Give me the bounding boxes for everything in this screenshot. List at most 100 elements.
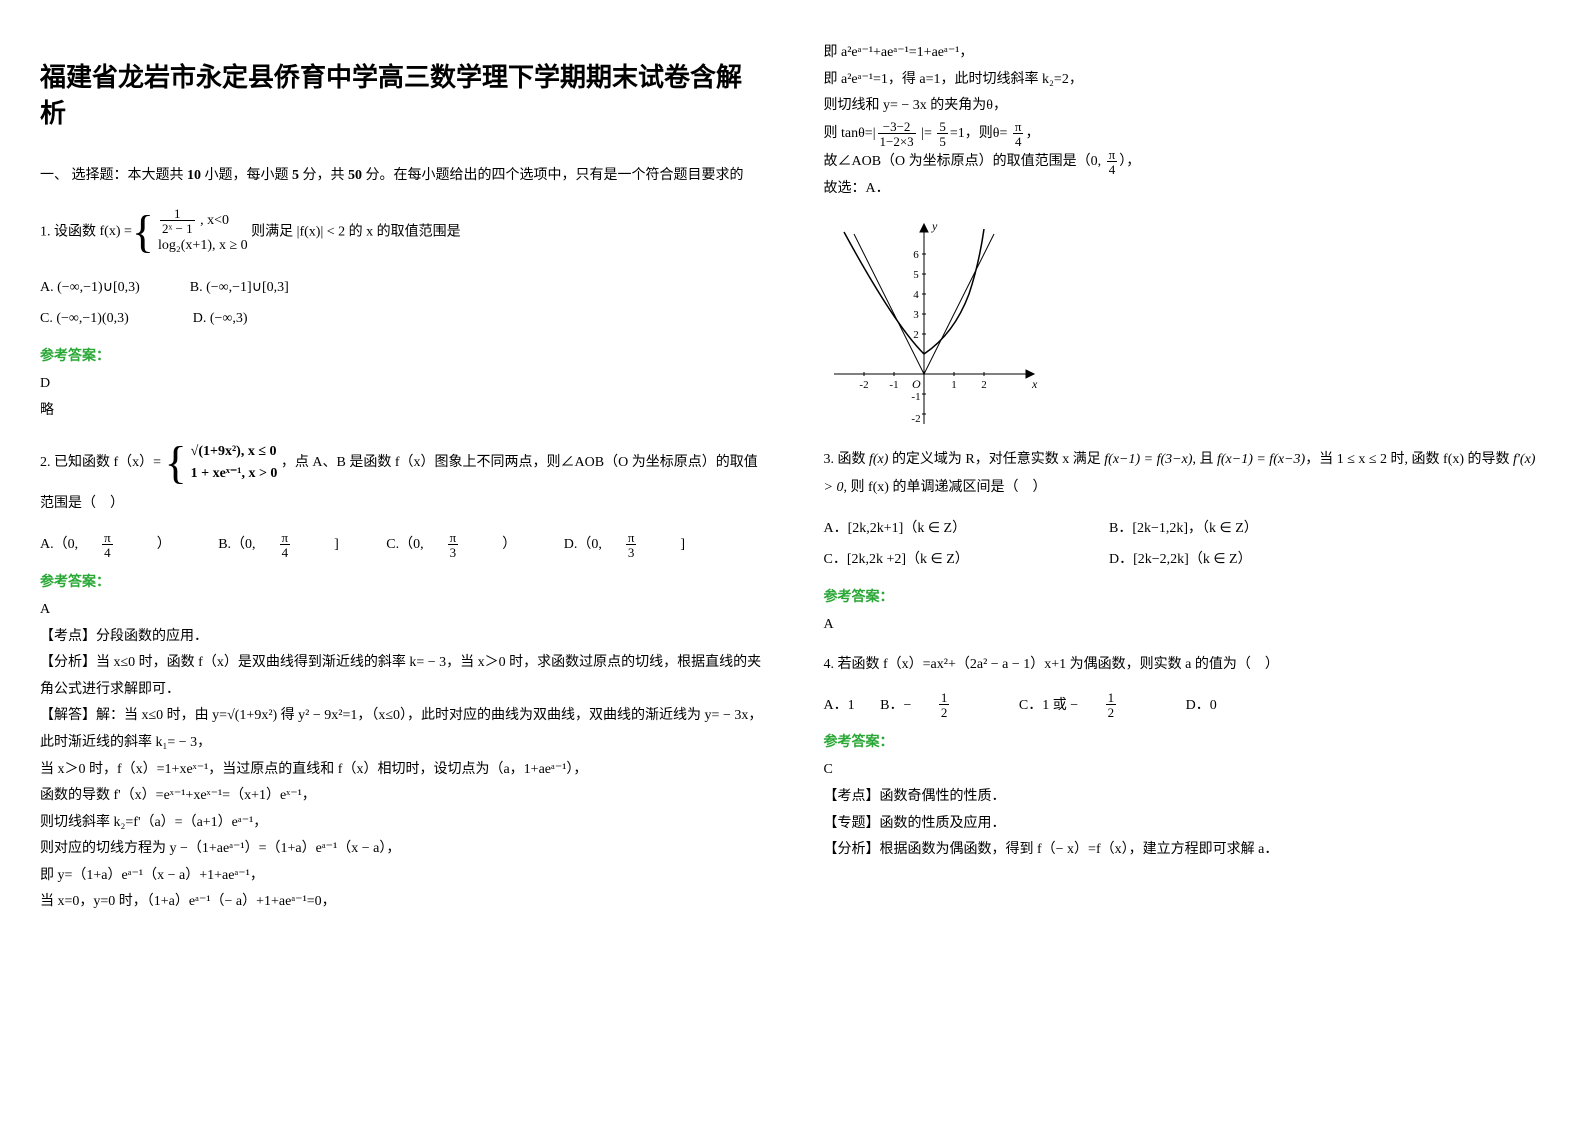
q3-options: A．[2k,2k+1]（k ∈ Z） B．[2k−1,2k]，（k ∈ Z） C… (824, 514, 1548, 576)
q1-piecewise: f(x) = { 1 2ˣ − 1 , x<0 log₂(x+1), x ≥ 0 (100, 207, 248, 257)
section-1-heading: 一、 选择题：本大题共 10 小题，每小题 5 分，共 50 分。在每小题给出的… (40, 163, 764, 188)
q3-eq2: f(x−1) = f(x−3) (1217, 452, 1305, 467)
q3-answer-label: 参考答案： (824, 586, 1548, 606)
q1-opt-b: B. (−∞,−1]∪[0,3] (190, 280, 289, 295)
q2-opt-c: C.（0,π3） (386, 537, 541, 552)
q3-opt-c: C．[2k,2k +2]（k ∈ Z） (824, 545, 1084, 576)
q1-fx-label: f(x) = (100, 218, 132, 246)
ytick-5: 5 (913, 269, 919, 281)
question-1: 1. 设函数 f(x) = { 1 2ˣ − 1 , x<0 log₂(x+1)… (40, 203, 764, 261)
q1-opt-d: D. (−∞,3) (193, 311, 248, 326)
ytick--1: -1 (911, 391, 920, 403)
q2-d-post: ] (680, 537, 685, 552)
sec1-text-d: 5 (292, 168, 299, 183)
q2-answer-block: A 【考点】分段函数的应用． 【分析】当 x≤0 时，函数 f（x）是双曲线得到… (40, 597, 764, 916)
q4-opt-c: C．1 或 − 12 (1019, 698, 1160, 713)
q1-opt-a: A. (−∞,−1)∪[0,3) (40, 280, 140, 295)
q2-d-pre: D.（0, (564, 537, 602, 552)
pi: π (280, 531, 291, 544)
q2-fenxi: 【分析】当 x≤0 时，函数 f（x）是双曲线得到渐近线的斜率 k= − 3，当… (40, 650, 764, 703)
q4-opt-d: D．0 (1186, 698, 1217, 713)
q4-fenxi: 【分析】根据函数为偶函数，得到 f（− x）=f（x），建立方程即可求解 a． (824, 837, 1548, 864)
three: 3 (626, 544, 637, 559)
q2-continued: 即 a²eᵃ⁻¹+aeᵃ⁻¹=1+aeᵃ⁻¹， 即 a²eᵃ⁻¹=1，得 a=1… (824, 40, 1548, 202)
half-den: 2 (939, 704, 950, 719)
q1-answer-letter: D (40, 371, 764, 398)
sec1-text-f: 50 (348, 168, 362, 183)
xtick-2: 2 (981, 379, 987, 391)
q2-piecewise: { √(1+9x²), x ≤ 0 1 + xeˣ⁻¹, x > 0 (165, 440, 278, 486)
q2-case2: 1 + xeˣ⁻¹, x > 0 (191, 463, 278, 485)
q2-opt-b: B.（0,π4] (218, 537, 364, 552)
q2-a-pre: A.（0, (40, 537, 78, 552)
three: 3 (448, 544, 459, 559)
q2-answer-letter: A (40, 597, 764, 624)
q1-options: A. (−∞,−1)∪[0,3) B. (−∞,−1]∪[0,3] C. (−∞… (40, 273, 764, 335)
q3-opt-a: A．[2k,2k+1]（k ∈ Z） (824, 514, 1084, 545)
q2-b-pre: B.（0, (218, 537, 255, 552)
q2-options: A.（0,π4） B.（0,π4] C.（0,π3） D.（0,π3] (40, 530, 764, 561)
question-3: 3. 函数 f(x) 的定义域为 R，对任意实数 x 满足 f(x−1) = f… (824, 446, 1548, 502)
left-column: 福建省龙岩市永定县侨育中学高三数学理下学期期末试卷含解析 一、 选择题：本大题共… (40, 40, 764, 928)
q2-b-post: ] (334, 537, 339, 552)
q1-frac-den: 2ˣ − 1 (160, 220, 195, 235)
r-tan-post2: ， (1025, 126, 1039, 141)
q2-step5: 则对应的切线方程为 y −（1+aeᵃ⁻¹）=（1+a）eᵃ⁻¹（x − a）， (40, 836, 764, 863)
q2-step1: 【解答】解：当 x≤0 时，由 y=√(1+9x²) 得 y² − 9x²=1，… (40, 703, 764, 756)
four: 4 (1013, 133, 1024, 148)
q3-mid5: , 则 f(x) 的单调递减区间是（ ） (843, 480, 1046, 495)
pi: π (102, 531, 113, 544)
y-axis-label: y (931, 219, 938, 233)
q4-answer-letter: C (824, 757, 1548, 784)
four: 4 (1107, 161, 1118, 176)
q1-answer-note: 略 (40, 398, 764, 425)
q2-pre: 2. 已知函数 f（x）= (40, 455, 165, 470)
q2-answer-label: 参考答案： (40, 571, 764, 591)
q1-pre: 1. 设函数 (40, 224, 96, 239)
q3-pre: 3. 函数 (824, 452, 870, 467)
sec1-text-g: 分。在每小题给出的四个选项中，只有是一个符合题目要求的 (366, 168, 744, 183)
r-tan-post: ，则θ= (965, 126, 1011, 141)
q4-opt-b: B．− 12 (880, 698, 993, 713)
q2-a-post: ） (157, 537, 171, 552)
q3-eq1: f(x−1) = f(3−x) (1104, 452, 1192, 467)
q4-answer-label: 参考答案： (824, 731, 1548, 751)
q1-fraction: 1 2ˣ − 1 (160, 207, 195, 235)
q3-mid1: 的定义域为 R，对任意实数 x 满足 (888, 452, 1104, 467)
r-range-pre: 故∠AOB（O 为坐标原点）的取值范围是（0, (824, 154, 1105, 169)
pi: π (448, 531, 459, 544)
r-tan-pre: 则 tanθ=| (824, 126, 876, 141)
q1-case1-cond: , x<0 (200, 213, 229, 228)
q3-mid2: , 且 (1192, 452, 1217, 467)
q4-answer-block: C 【考点】函数奇偶性的性质． 【专题】函数的性质及应用． 【分析】根据函数为偶… (824, 757, 1548, 863)
q1-tail: 则满足 |f(x)| < 2 的 x 的取值范围是 (251, 224, 461, 239)
ytick--2: -2 (911, 413, 920, 425)
r-step1: 即 a²eᵃ⁻¹+aeᵃ⁻¹=1+aeᵃ⁻¹， (824, 40, 1548, 67)
ytick-3: 3 (913, 309, 919, 321)
xtick--1: -1 (889, 379, 898, 391)
q2-kaodian: 【考点】分段函数的应用． (40, 624, 764, 651)
right-column: 即 a²eᵃ⁻¹+aeᵃ⁻¹=1+aeᵃ⁻¹， 即 a²eᵃ⁻¹=1，得 a=1… (824, 40, 1548, 928)
r-tan-den2: 5 (937, 133, 948, 148)
pi: π (626, 531, 637, 544)
half-den: 2 (1106, 704, 1117, 719)
pi: π (1013, 120, 1024, 133)
q1-opt-c: C. (−∞,−1)(0,3) (40, 311, 129, 326)
q3-fx: f(x) (869, 452, 888, 467)
r-tan-mid: |= (918, 126, 936, 141)
r-tan-line: 则 tanθ=|−3−21−2×3 |= 55=1，则θ= π4， (824, 120, 1548, 148)
r-tan-eq: =1 (950, 126, 965, 141)
four: 4 (102, 544, 113, 559)
xtick-1: 1 (951, 379, 957, 391)
sec1-text-c: 小题，每小题 (205, 168, 289, 183)
four: 4 (280, 544, 291, 559)
q2-opt-a: A.（0,π4） (40, 537, 196, 552)
r-range-post: ）， (1119, 154, 1140, 169)
sec1-text-e: 分，共 (303, 168, 345, 183)
ytick-2: 2 (913, 329, 919, 341)
q2-opt-d: D.（0,π3] (564, 537, 707, 552)
sec1-text-a: 一、 选择题：本大题共 (40, 168, 184, 183)
ytick-4: 4 (913, 289, 919, 301)
r-tan-num: −3−2 (881, 120, 913, 133)
q3-opt-b: B．[2k−1,2k]，（k ∈ Z） (1109, 521, 1258, 536)
